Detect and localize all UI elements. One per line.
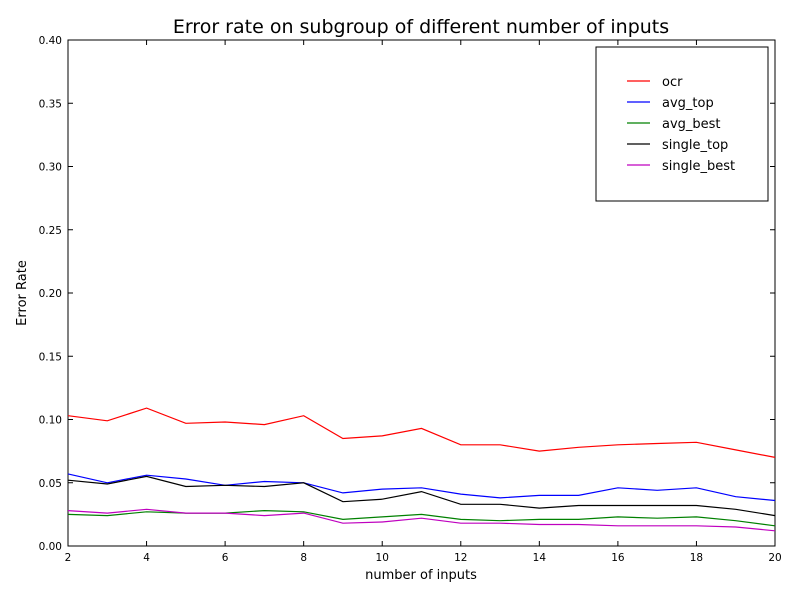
series-line-single-top bbox=[67, 475, 776, 517]
y-tick-label: 0.05 bbox=[39, 478, 62, 490]
y-tick-label: 0.40 bbox=[39, 35, 62, 47]
x-tick-label: 4 bbox=[143, 552, 150, 564]
x-tick-label: 14 bbox=[533, 552, 547, 564]
x-tick-label: 8 bbox=[300, 552, 307, 564]
x-tick-label: 16 bbox=[611, 552, 625, 564]
x-axis-label: number of inputs bbox=[365, 568, 477, 583]
legend-box bbox=[595, 46, 769, 202]
x-tick-label: 20 bbox=[768, 552, 781, 564]
y-axis-label: Error Rate bbox=[15, 260, 30, 326]
series-line-avg-top bbox=[67, 473, 776, 502]
legend-label-avg-top: avg_top bbox=[662, 96, 714, 111]
plot-area: 2 4 6 8 10 12 14 16 18 20 0.00 0.05 0.10 0.15 0.20 0.25… bbox=[39, 35, 782, 564]
y-tick-label: 0.10 bbox=[39, 415, 62, 427]
y-tick-label: 0.35 bbox=[39, 98, 62, 110]
y-tick-label: 0.20 bbox=[39, 288, 62, 300]
y-tick-label: 0.00 bbox=[39, 541, 62, 553]
series-line-ocr bbox=[67, 407, 776, 458]
series-line-single-best bbox=[67, 508, 776, 532]
x-tick-label: 2 bbox=[65, 552, 72, 564]
chart-title: Error rate on subgroup of different numb… bbox=[173, 16, 669, 38]
legend-label-single-best: single_best bbox=[662, 159, 735, 174]
legend-label-ocr: ocr bbox=[662, 75, 683, 90]
y-tick-label: 0.15 bbox=[39, 351, 62, 363]
legend-label-single-top: single_top bbox=[662, 138, 728, 153]
x-tick-label: 18 bbox=[690, 552, 703, 564]
y-tick-label: 0.30 bbox=[39, 162, 62, 174]
legend-label-avg-best: avg_best bbox=[662, 117, 721, 132]
x-tick-label: 10 bbox=[376, 552, 389, 564]
y-tick-label: 0.25 bbox=[39, 225, 62, 237]
x-tick-label: 6 bbox=[222, 552, 229, 564]
x-tick-label: 12 bbox=[454, 552, 467, 564]
